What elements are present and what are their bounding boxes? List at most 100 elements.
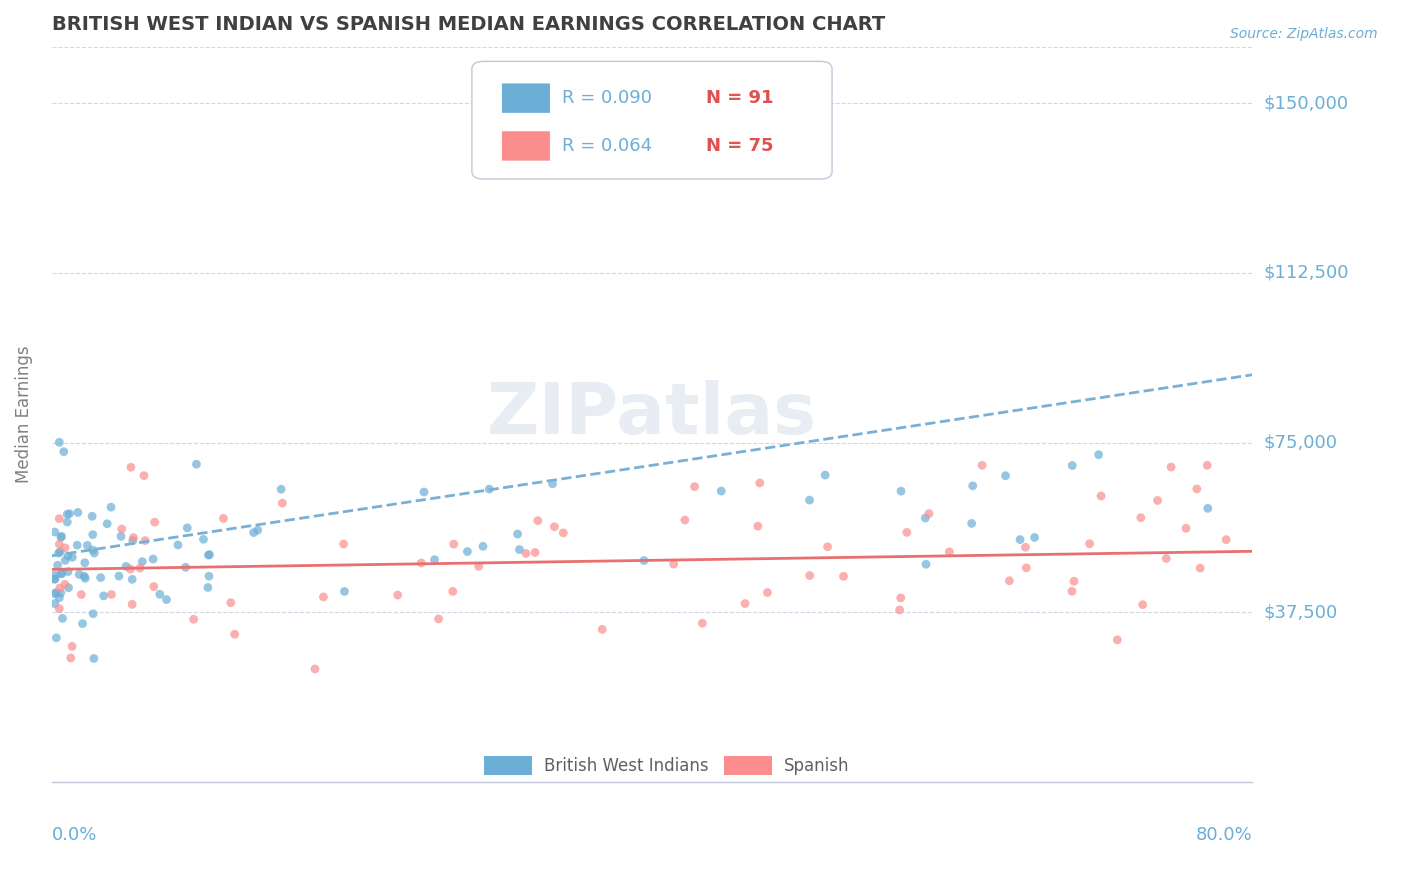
Point (186, 457, 208, 471)
Point (1014, 541, 1036, 555)
Point (270, 482, 292, 496)
Point (889, 603, 911, 617)
Point (46, 558, 69, 573)
Point (183, 612, 205, 626)
Point (304, 662, 326, 676)
Point (710, 484, 733, 499)
Point (591, 623, 613, 637)
Point (506, 527, 529, 541)
Point (53, 541, 76, 555)
Point (994, 468, 1017, 483)
Point (193, 533, 215, 547)
Point (48, 601, 70, 615)
Point (197, 548, 219, 562)
Point (83, 546, 105, 560)
Point (120, 562, 142, 576)
Text: BRITISH WEST INDIAN VS SPANISH MEDIAN EARNINGS CORRELATION CHART: BRITISH WEST INDIAN VS SPANISH MEDIAN EA… (52, 15, 884, 34)
Point (692, 616, 714, 631)
Point (1087, 448, 1109, 462)
Point (1215, 533, 1237, 547)
Point (121, 533, 143, 548)
Point (456, 544, 478, 558)
Point (49, 581, 72, 595)
Text: R = 0.064: R = 0.064 (562, 137, 652, 155)
Point (543, 520, 565, 534)
Point (51, 611, 73, 625)
Point (44, 524, 66, 539)
Point (1107, 632, 1129, 647)
Point (423, 552, 446, 566)
Point (49, 545, 72, 559)
Point (149, 587, 172, 601)
Point (1189, 561, 1212, 575)
Point (75, 571, 97, 585)
Point (633, 553, 655, 567)
Point (799, 493, 821, 508)
Point (96, 516, 118, 531)
Point (82, 543, 104, 558)
Point (1197, 501, 1219, 516)
Text: N = 75: N = 75 (706, 137, 773, 155)
Point (53, 553, 76, 567)
Point (515, 546, 537, 560)
Point (93, 589, 115, 603)
Point (174, 560, 197, 574)
Point (52, 444, 75, 458)
Point (1175, 521, 1198, 535)
Point (73, 556, 96, 570)
Point (662, 557, 685, 571)
Point (508, 542, 530, 557)
Point (121, 573, 143, 587)
Point (472, 539, 495, 553)
Point (49, 586, 72, 600)
FancyBboxPatch shape (502, 84, 550, 113)
Point (212, 511, 235, 525)
Text: $150,000: $150,000 (1264, 95, 1348, 112)
Point (1185, 482, 1208, 496)
Point (82, 607, 104, 621)
Point (134, 533, 156, 548)
Point (1129, 510, 1152, 524)
Point (224, 627, 246, 641)
Text: 80.0%: 80.0% (1195, 826, 1253, 844)
Point (51, 529, 73, 543)
Point (312, 590, 335, 604)
Point (82, 509, 104, 524)
Point (1132, 598, 1154, 612)
Point (110, 529, 132, 543)
Point (67, 567, 90, 582)
Point (82, 527, 104, 541)
Point (1146, 493, 1168, 508)
FancyBboxPatch shape (724, 756, 772, 775)
Point (48, 591, 70, 605)
Point (271, 496, 294, 510)
Point (918, 507, 941, 521)
Point (443, 537, 465, 551)
Text: ZIPatlas: ZIPatlas (486, 380, 817, 449)
Text: Source: ZipAtlas.com: Source: ZipAtlas.com (1230, 27, 1378, 41)
Point (44, 597, 66, 611)
Point (56, 508, 79, 522)
Text: $37,500: $37,500 (1264, 603, 1337, 622)
Point (60, 640, 83, 654)
Point (748, 475, 770, 490)
Point (198, 569, 221, 583)
Point (962, 479, 984, 493)
Point (1160, 460, 1182, 475)
Point (155, 592, 177, 607)
FancyBboxPatch shape (472, 62, 832, 179)
Point (972, 458, 994, 473)
Point (332, 537, 354, 551)
Point (70, 588, 93, 602)
Point (219, 596, 242, 610)
Point (90, 571, 112, 585)
Point (49, 530, 72, 544)
Point (915, 558, 938, 572)
Point (683, 480, 706, 494)
Point (198, 548, 221, 562)
Point (48, 546, 70, 560)
Point (1060, 584, 1083, 599)
Point (100, 500, 122, 515)
Point (524, 545, 547, 559)
Point (1015, 561, 1038, 575)
